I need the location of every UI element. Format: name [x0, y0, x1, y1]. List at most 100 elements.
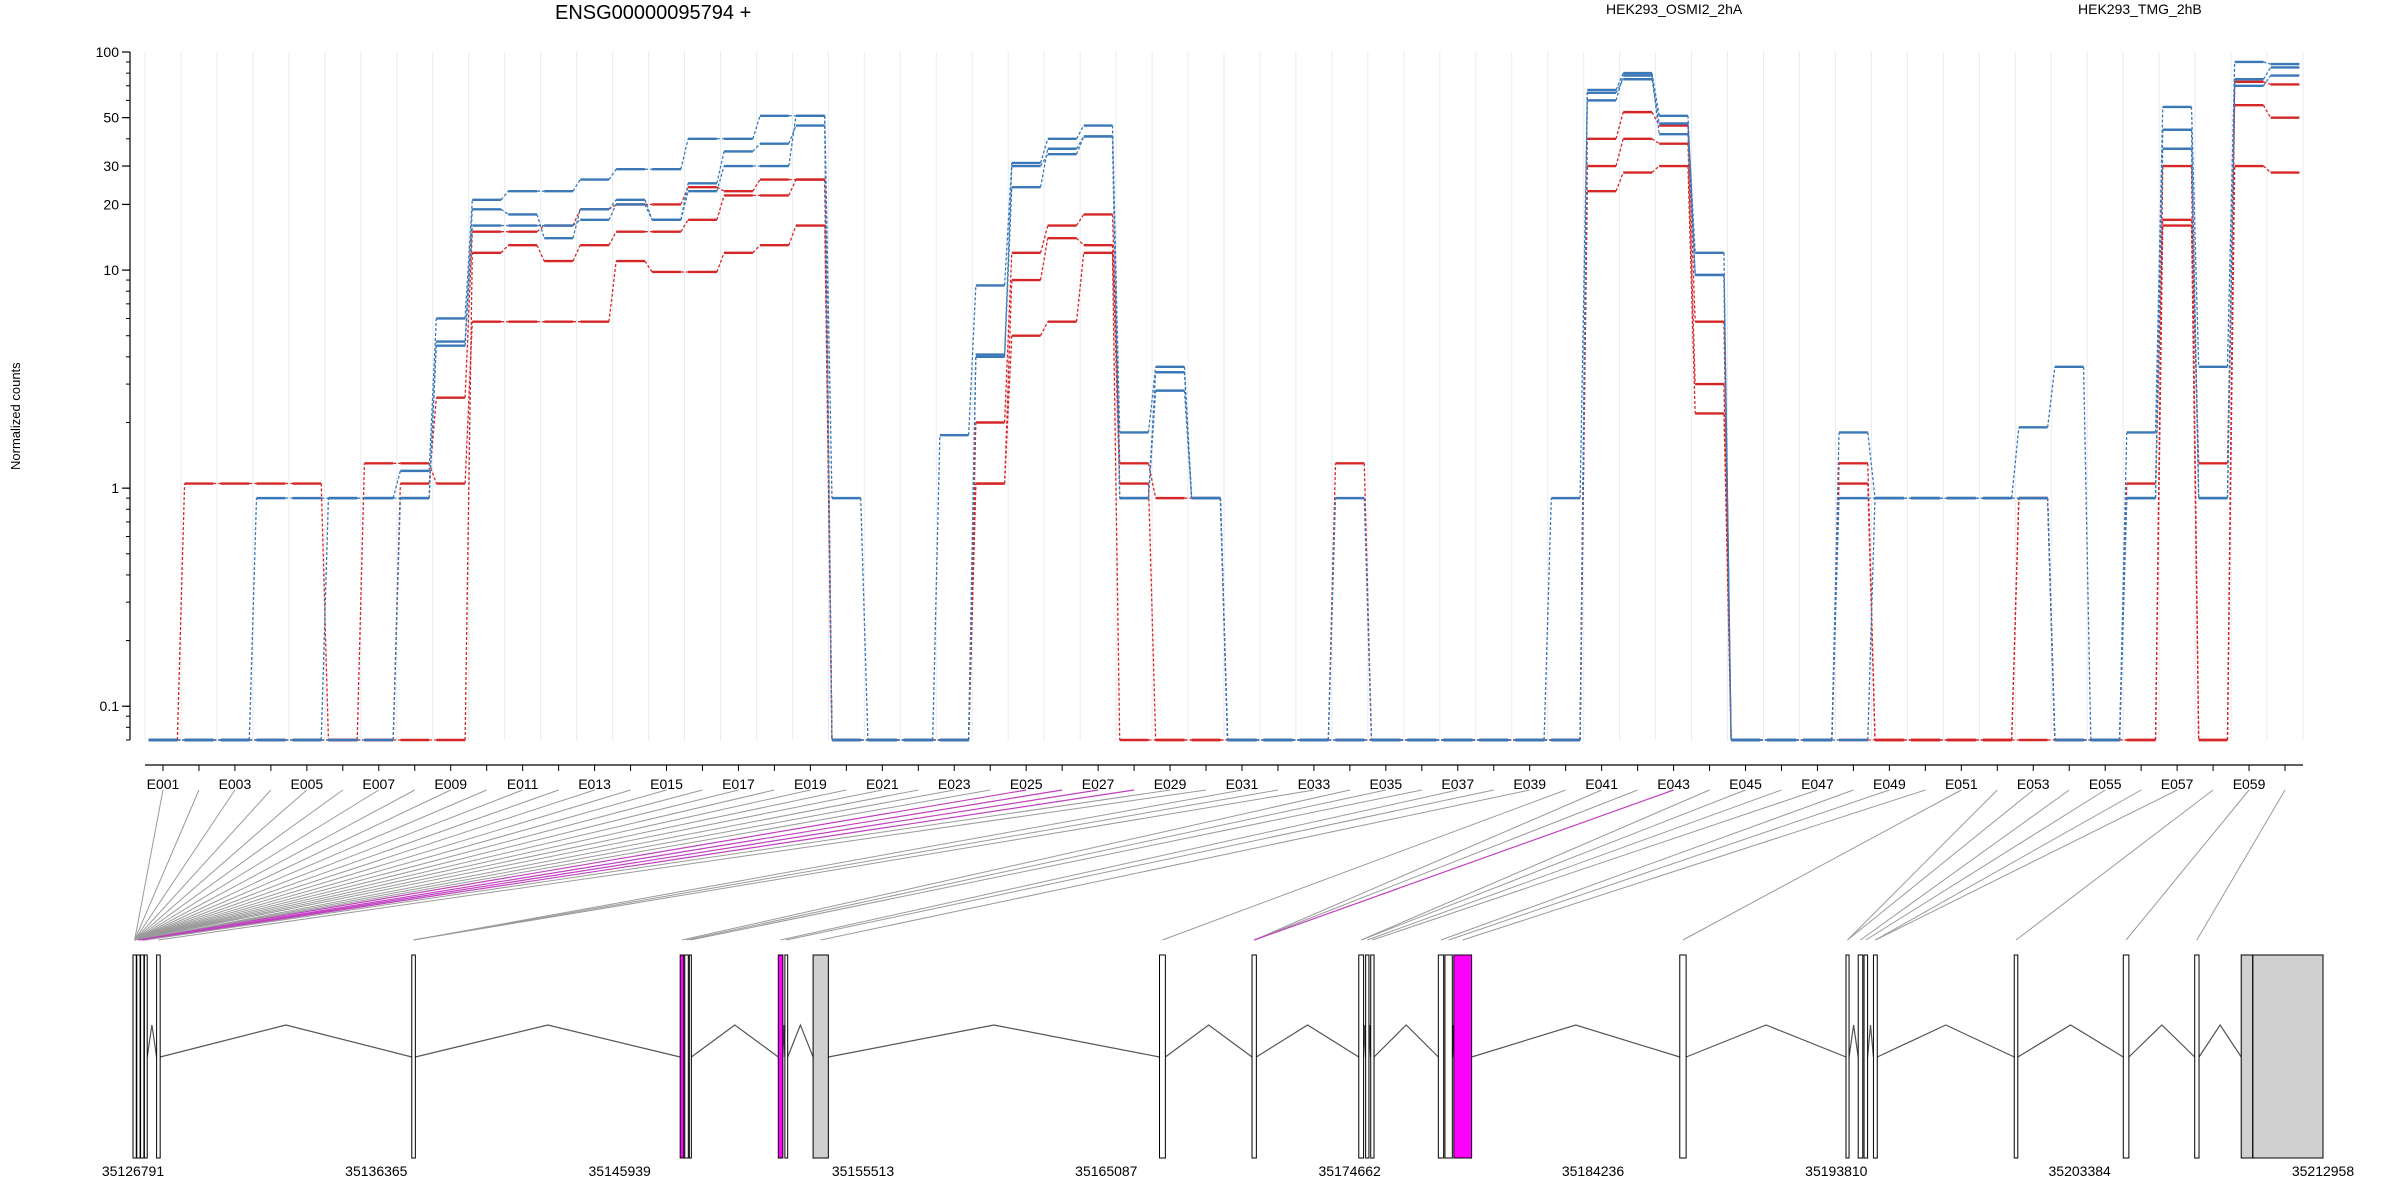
connector-line — [1147, 390, 1157, 499]
connector-line — [2118, 432, 2128, 741]
connector-line — [1615, 172, 1624, 192]
connector-line — [2226, 61, 2236, 367]
intron-line — [1685, 1024, 1847, 1058]
x-tick-label: E011 — [507, 776, 539, 792]
exon-link-line — [134, 789, 739, 941]
connector-line — [2154, 166, 2164, 741]
exon-link-line — [138, 789, 991, 941]
legend-entry-osmi2: HEK293_OSMI2_2hA — [1606, 1, 1743, 17]
connector-line — [1363, 498, 1373, 741]
connector-line — [1615, 75, 1624, 101]
exon-link-line — [142, 789, 1063, 941]
connector-line — [1075, 136, 1085, 155]
exon-box — [2013, 954, 2019, 1159]
connector-line — [608, 260, 617, 322]
connector-line — [1687, 125, 1696, 322]
connector-line — [752, 115, 761, 139]
connector-line — [680, 219, 689, 233]
connector-line — [536, 214, 545, 239]
exon-link-line — [158, 789, 1207, 941]
exon-link-line — [1847, 789, 1998, 941]
intron-line — [828, 1024, 1160, 1058]
exon-link-line — [134, 789, 344, 941]
exon-link-line — [1875, 789, 2178, 941]
connector-line — [1687, 166, 1696, 414]
connector-line — [1687, 123, 1696, 253]
connector-line — [1867, 432, 1876, 499]
connector-line — [1003, 162, 1013, 286]
exon-link-line — [1462, 789, 1926, 941]
connector-line — [1003, 280, 1013, 484]
x-tick-label: E007 — [362, 776, 395, 792]
connector-line — [788, 125, 797, 144]
intron-line — [1848, 1024, 1859, 1058]
exon-link-line — [145, 789, 1171, 941]
exon-link-line — [142, 789, 1135, 941]
exon-link-line — [1367, 789, 1782, 941]
x-tick-label: E037 — [1441, 776, 1474, 792]
connector-line — [500, 208, 509, 215]
exon-link-line — [134, 789, 272, 941]
exon-link-line — [413, 789, 1314, 941]
connector-line — [1543, 498, 1552, 741]
exon-link-line — [1253, 789, 1674, 941]
exon-box — [812, 954, 829, 1159]
legend-entry-tmg: HEK293_TMG_2hB — [2078, 1, 2202, 17]
exon-link-line — [690, 789, 1422, 941]
connector-line — [680, 183, 689, 220]
connector-line — [716, 186, 725, 192]
exon-link-line — [138, 789, 1027, 941]
connector-line — [320, 498, 330, 741]
connector-line — [1579, 100, 1588, 499]
exon-link-line — [142, 789, 1099, 941]
exon-link-line — [134, 789, 811, 941]
genomic-coordinate-axis: 35126791 35136365 35145939 35155513 35165087… — [102, 1163, 2355, 1179]
intron-line — [2128, 1024, 2196, 1058]
exon-link-line — [134, 789, 164, 941]
intron-line — [1165, 1024, 1253, 1058]
exon-box — [688, 954, 692, 1159]
exon-box — [1679, 954, 1687, 1159]
y-tick-label: 10 — [103, 262, 119, 278]
exon-link-line — [2196, 789, 2286, 941]
exon-link-line — [134, 789, 380, 941]
intron-line — [160, 1024, 412, 1058]
intron-line — [1373, 1024, 1439, 1058]
connector-line — [428, 318, 437, 471]
exon-box — [1370, 954, 1375, 1159]
connector-line — [644, 199, 653, 221]
connector-line — [1003, 187, 1013, 357]
exon-link-line — [134, 789, 415, 941]
exon-box — [1872, 954, 1878, 1159]
genomic-coordinate-label: 35155513 — [832, 1163, 895, 1179]
connector-line — [1651, 111, 1660, 126]
x-tick-label: E027 — [1082, 776, 1115, 792]
exon-box — [784, 954, 789, 1159]
connector-line — [1039, 138, 1049, 164]
connector-line — [2262, 67, 2272, 80]
connector-line — [680, 138, 689, 170]
x-tick-label: E049 — [1873, 776, 1906, 792]
x-tick-label: E047 — [1801, 776, 1834, 792]
exon-box — [2240, 954, 2254, 1159]
connector-line — [2046, 498, 2056, 741]
exon-box — [679, 954, 685, 1159]
intron-line — [1867, 1024, 1875, 1058]
connector-line — [752, 244, 761, 254]
connector-line — [2262, 104, 2272, 118]
connector-line — [356, 463, 366, 741]
connector-line — [1039, 321, 1049, 337]
x-tick-label: E019 — [794, 776, 827, 792]
y-axis: 0.1 1 10 20 30 50 100 — [96, 44, 131, 741]
exon-link-line — [1860, 789, 2070, 941]
exon-link-line — [134, 789, 883, 941]
connector-line — [608, 199, 617, 210]
connector-line — [752, 179, 761, 192]
exon-box — [1453, 954, 1473, 1159]
exon-box — [156, 954, 161, 1159]
exon-link-line — [1372, 789, 1818, 941]
exon-box — [684, 954, 689, 1159]
connector-line — [860, 498, 869, 741]
connector-line — [1147, 366, 1157, 433]
x-tick-label: E003 — [219, 776, 252, 792]
